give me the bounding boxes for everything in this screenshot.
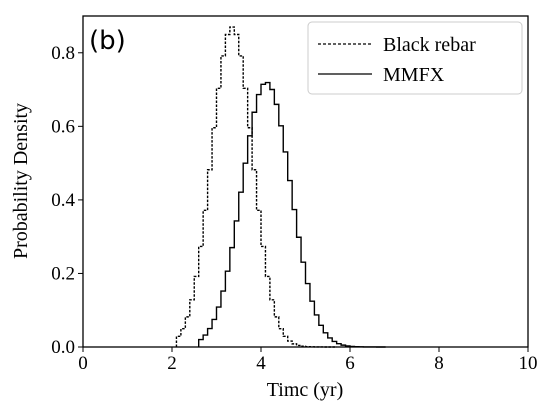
y-tick-label: 0.0 — [51, 337, 75, 358]
x-tick-label: 4 — [256, 353, 266, 374]
legend-label-black-rebar: Black rebar — [383, 34, 476, 56]
y-tick-label: 0.2 — [51, 263, 75, 284]
legend-box — [307, 21, 523, 95]
legend: Black rebar MMFX — [307, 21, 523, 95]
y-tick-label: 0.8 — [51, 43, 75, 64]
x-tick-label: 2 — [167, 353, 177, 374]
x-tick-label: 10 — [519, 353, 538, 374]
x-tick-label: 6 — [345, 353, 355, 374]
y-tick-label: 0.6 — [51, 116, 75, 137]
y-axis-title: Probability Density — [10, 103, 32, 259]
axis-ticks: 0 2 4 6 8 10 0.0 0.2 0.4 0.6 0.8 — [51, 43, 537, 374]
panel-label: (b) — [89, 26, 126, 56]
plot-frame — [82, 15, 529, 348]
x-tick-label: 0 — [78, 353, 88, 374]
x-tick-label: 8 — [434, 353, 444, 374]
y-tick-label: 0.4 — [51, 190, 75, 211]
legend-label-mmfx: MMFX — [383, 64, 445, 86]
x-axis-title: Timc (yr) — [267, 379, 343, 401]
